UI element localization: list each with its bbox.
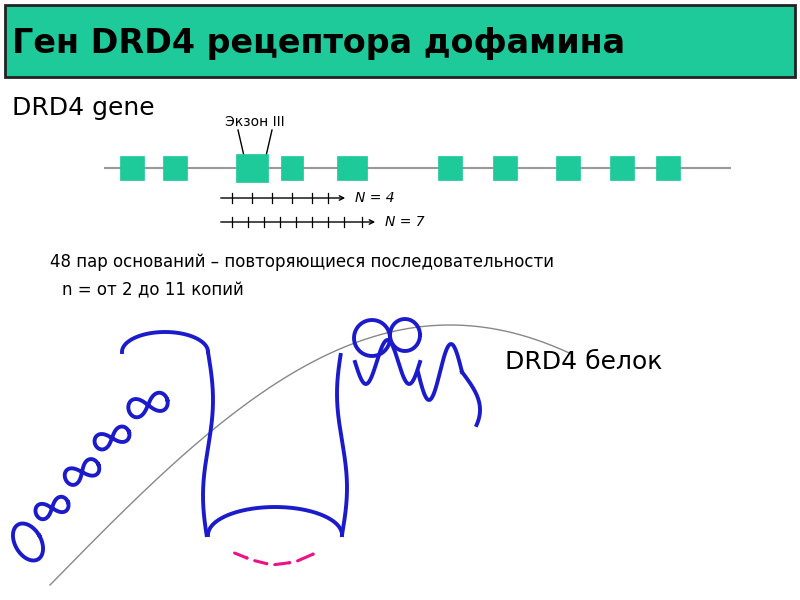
Text: Экзон III: Экзон III [225, 115, 285, 129]
FancyBboxPatch shape [5, 5, 795, 77]
Text: N = 4: N = 4 [355, 191, 394, 205]
FancyBboxPatch shape [163, 156, 187, 180]
FancyBboxPatch shape [556, 156, 580, 180]
FancyBboxPatch shape [438, 156, 462, 180]
FancyBboxPatch shape [656, 156, 680, 180]
Text: n = от 2 до 11 копий: n = от 2 до 11 копий [62, 281, 244, 299]
Text: 48 пар оснований – повторяющиеся последовательности: 48 пар оснований – повторяющиеся последо… [50, 253, 554, 271]
FancyBboxPatch shape [281, 156, 303, 180]
FancyBboxPatch shape [493, 156, 517, 180]
Text: N = 7: N = 7 [385, 215, 425, 229]
FancyBboxPatch shape [610, 156, 634, 180]
Text: DRD4 gene: DRD4 gene [12, 96, 154, 120]
FancyBboxPatch shape [120, 156, 144, 180]
Text: DRD4 белок: DRD4 белок [505, 350, 662, 374]
FancyBboxPatch shape [236, 154, 268, 182]
FancyBboxPatch shape [337, 156, 367, 180]
Text: Ген DRD4 рецептора дофамина: Ген DRD4 рецептора дофамина [12, 28, 625, 61]
